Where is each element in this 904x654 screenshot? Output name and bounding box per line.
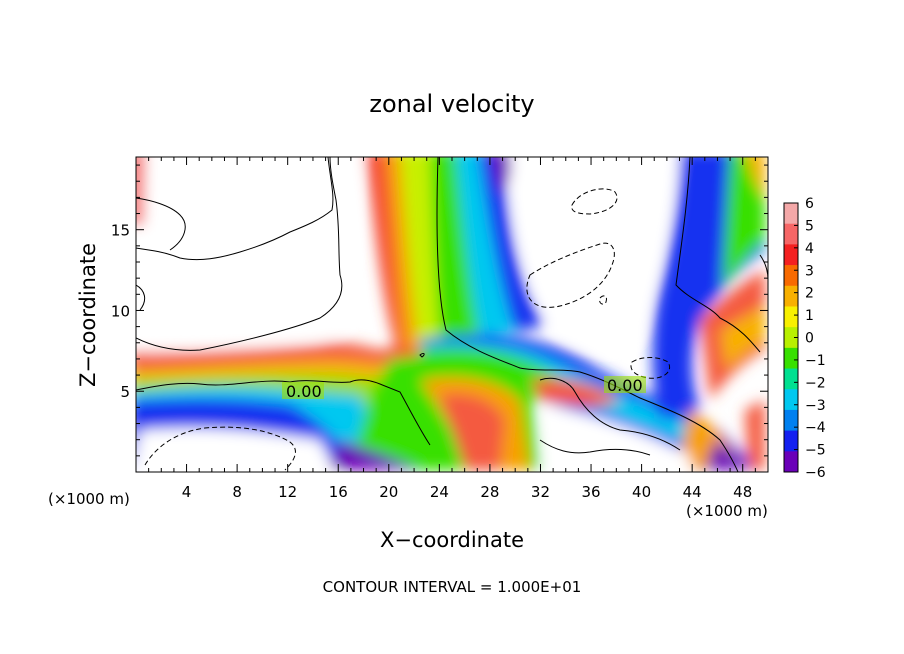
y-tick-label: 10 [111,302,130,320]
colorbar-tick-label: −1 [805,353,826,369]
dashed-contours [144,188,670,471]
x-tick-label: 4 [182,483,192,501]
y-tick-label: 15 [111,222,130,240]
colorbar-tick-label: 6 [805,196,814,212]
colorbar-tick-label: 0 [805,331,814,347]
colorbar-tick-label: −2 [805,375,826,391]
x-axis-label: X−coordinate [380,528,524,552]
colorbar-swatch [784,265,798,287]
contour-label-1: 0.00 [286,382,322,401]
x-tick-label: 44 [683,483,702,501]
colorbar-swatch [784,389,798,411]
x-tick-label: 32 [531,483,550,501]
colorbar-tick-label: 4 [805,241,814,257]
contour-interval-note: CONTOUR INTERVAL = 1.000E+01 [323,578,582,596]
x-axis-ticks: 4 8 12 16 20 24 28 32 36 40 44 48 [148,157,756,501]
x-tick-label: 8 [232,483,242,501]
colorbar-tick-label: −6 [805,465,826,481]
contour-label-2: 0.00 [607,376,643,395]
x-tick-label: 40 [632,483,651,501]
y-axis-ticks: 5 10 15 [111,164,768,457]
chart-title: zonal velocity [369,90,534,118]
x-tick-label: 12 [278,483,297,501]
colorbar-swatch [784,203,798,225]
colorbar-tick-label: 3 [805,263,814,279]
colorbar-swatch [784,223,798,245]
x-tick-label: 20 [379,483,398,501]
contour-label-group: 0.00 0.00 [282,376,646,401]
x-tick-label: 24 [430,483,449,501]
colorbar-swatch [784,409,798,432]
plot-area: 0.00 0.00 [136,157,768,472]
colorbar-swatch [784,430,798,452]
x-unit-right: (×1000 m) [686,502,768,520]
colorbar-swatch [784,306,798,328]
y-axis-label: Z−coordinate [76,243,100,387]
x-tick-label: 28 [480,483,499,501]
colorbar-swatch [784,285,798,307]
colorbar-tick-label: −5 [805,443,826,459]
colorbar-swatch [784,451,798,473]
colorbar-swatch [784,347,798,370]
velocity-field [136,157,765,472]
x-tick-label: 36 [581,483,600,501]
colorbar-tick-label: −4 [805,420,826,436]
x-unit-left: (×1000 m) [48,490,130,508]
colorbar-tick-label: 5 [805,218,814,234]
x-tick-label: 48 [733,483,752,501]
x-tick-label: 16 [329,483,348,501]
colorbar-swatch [784,327,798,349]
colorbar-tick-label: −3 [805,398,826,414]
colorbar-swatch [784,244,798,266]
colorbar-swatch [784,368,798,390]
colorbar-tick-label: 2 [805,286,814,302]
colorbar: 6 5 4 3 2 1 0 −1 −2 −3 −4 −5 −6 [783,196,826,481]
colorbar-tick-label: 1 [805,308,814,324]
y-tick-label: 5 [120,383,130,401]
